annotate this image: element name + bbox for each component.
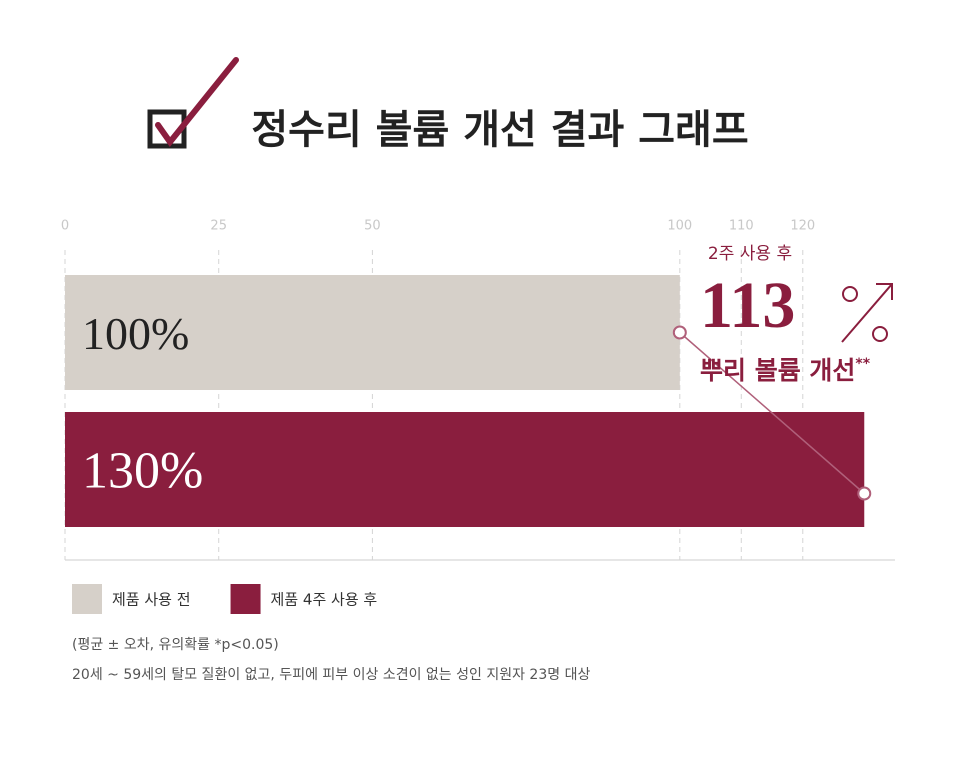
- x-tick-label: 25: [210, 219, 227, 234]
- chart-title: 정수리 볼륨 개선 결과 그래프: [251, 107, 748, 153]
- legend-label: 제품 4주 사용 후: [271, 591, 378, 609]
- connector-dot: [672, 325, 687, 340]
- x-tick-label: 110: [729, 219, 754, 234]
- footnote: (평균 ± 오차, 유의확률 *p<0.05): [72, 637, 279, 653]
- legend-label: 제품 사용 전: [112, 591, 191, 609]
- bar-value-label: 100%: [82, 308, 189, 359]
- title-icon: [147, 57, 239, 149]
- x-tick-label: 100: [667, 219, 692, 234]
- annotation-text: 2주 사용 후: [708, 244, 792, 264]
- percent-arrow: [841, 283, 893, 343]
- annotation-value: 113: [700, 269, 795, 342]
- connector: [679, 331, 865, 495]
- x-tick-label: 120: [790, 219, 815, 234]
- annotation-note: **: [855, 356, 870, 372]
- connector-dot: [857, 486, 872, 501]
- legend-swatch: [72, 584, 102, 614]
- bar: [65, 412, 865, 527]
- percent-dot: [872, 326, 888, 342]
- annotation-caption: 뿌리 볼륨 개선**: [700, 356, 871, 385]
- legend-swatch: [230, 584, 261, 614]
- annotation-caption-text: 뿌리 볼륨 개선: [700, 356, 855, 385]
- percent-dot: [842, 286, 858, 302]
- bar: [65, 275, 680, 390]
- bar-value-label: 130%: [82, 442, 203, 499]
- x-tick-label: 0: [61, 219, 69, 234]
- x-tick-label: 50: [364, 219, 381, 234]
- footnote: 20세 ~ 59세의 탈모 질환이 없고, 두피에 피부 이상 소견이 없는 성…: [72, 667, 590, 683]
- percent-icon: [841, 283, 893, 343]
